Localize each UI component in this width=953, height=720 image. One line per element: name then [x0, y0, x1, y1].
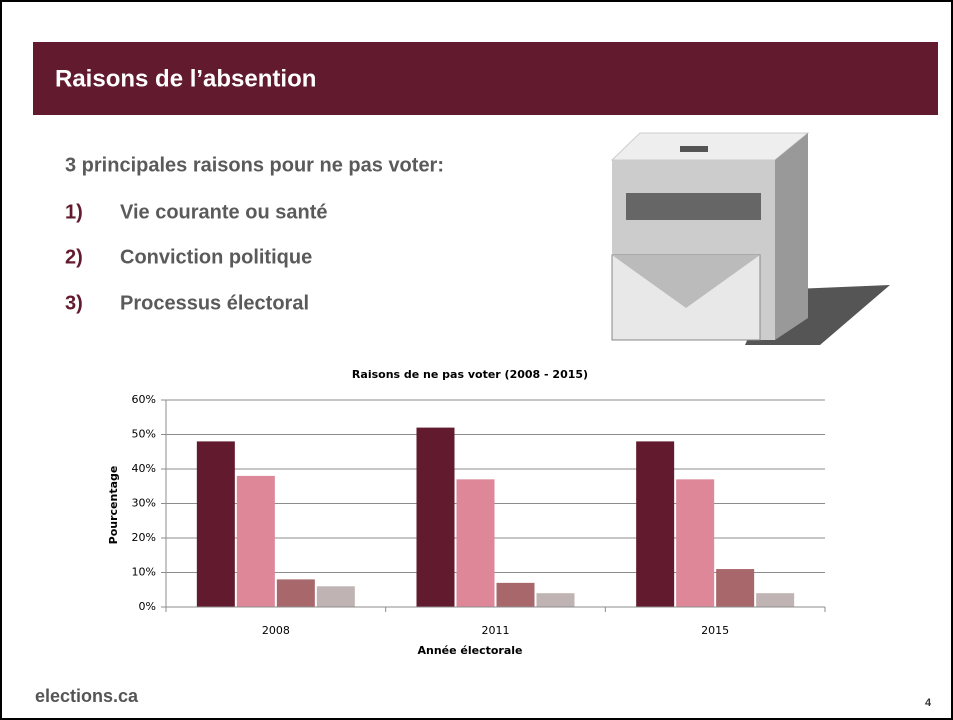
- bar: [237, 476, 275, 607]
- item-text: Conviction politique: [120, 246, 312, 268]
- item-number: 3): [65, 292, 83, 314]
- bar: [317, 586, 355, 607]
- y-tick-label: 50%: [132, 428, 156, 441]
- x-axis-label: Année électorale: [417, 644, 522, 657]
- slide: Raisons de l’absention 3 principales rai…: [0, 0, 953, 720]
- bar: [277, 579, 315, 607]
- x-tick-label: 2011: [482, 624, 510, 637]
- item-number: 1): [65, 201, 83, 223]
- bar: [636, 441, 674, 607]
- bar: [457, 479, 495, 607]
- y-axis-label: Pourcentage: [107, 466, 120, 545]
- item-text: Vie courante ou santé: [120, 201, 327, 223]
- intro: 3 principales raisons pour ne pas voter:: [65, 154, 444, 176]
- bar: [417, 428, 455, 607]
- bar: [756, 593, 794, 607]
- y-tick-label: 30%: [132, 497, 156, 510]
- bar: [197, 441, 235, 607]
- bar: [716, 569, 754, 607]
- page-number: 4: [925, 697, 932, 709]
- chart-title: Raisons de ne pas voter (2008 - 2015): [352, 368, 588, 381]
- x-tick-label: 2015: [701, 624, 729, 637]
- y-tick-label: 20%: [132, 531, 156, 544]
- footer: elections.ca: [35, 686, 139, 706]
- slide-title: Raisons de l’absention: [55, 65, 316, 92]
- y-tick-label: 10%: [132, 566, 156, 579]
- bar: [676, 479, 714, 607]
- y-tick-label: 0%: [139, 600, 156, 613]
- item-text: Processus électoral: [120, 292, 309, 314]
- item-number: 2): [65, 246, 83, 268]
- bar: [497, 583, 535, 607]
- y-tick-label: 40%: [132, 462, 156, 475]
- y-tick-label: 60%: [132, 393, 156, 406]
- bar: [537, 593, 575, 607]
- x-tick-label: 2008: [262, 624, 290, 637]
